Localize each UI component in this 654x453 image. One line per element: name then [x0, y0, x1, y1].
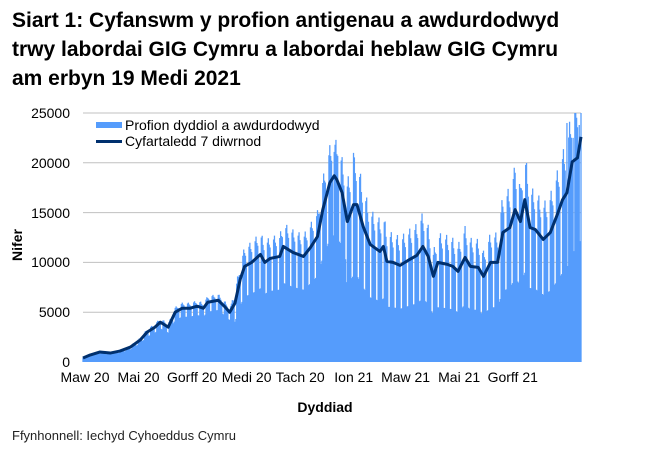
legend-item-seven-day-average: Cyfartaledd 7 diwrnod [96, 133, 320, 149]
bar-swatch-icon [96, 122, 122, 128]
y-tick-label: 0 [62, 354, 70, 370]
y-tick-label: 15000 [31, 204, 70, 221]
y-tick-label: 20000 [31, 154, 70, 171]
x-tick-label: Ion 21 [334, 369, 374, 385]
x-tick-label: Maw 20 [60, 369, 110, 385]
legend-label: Cyfartaledd 7 diwrnod [125, 133, 262, 149]
x-tick-label: Gorff 20 [166, 369, 218, 385]
x-tick-label: Mai 20 [117, 369, 160, 385]
chart-title-line-1: Siart 1: Cyfanswm y profion antigenau a … [12, 9, 560, 32]
y-axis-label: Nifer [9, 229, 25, 261]
y-tick-label: 25000 [31, 105, 70, 121]
source-note: Ffynhonnell: Iechyd Cyhoeddus Cymru [12, 428, 237, 443]
chart-title-line-3: am erbyn 19 Medi 2021 [12, 67, 241, 90]
chart-title-line-2: trwy labordai GIG Cymru a labordai hebla… [12, 38, 559, 61]
y-tick-label: 5000 [38, 304, 70, 321]
legend: Profion dyddiol a awdurdodwyd Cyfartaled… [96, 117, 320, 149]
x-tick-label: Mai 21 [438, 369, 481, 385]
x-tick-label: Gorff 21 [487, 369, 538, 385]
daily-tests-bars [82, 113, 582, 362]
y-tick-label: 10000 [31, 254, 70, 271]
x-tick-label: Medi 20 [221, 369, 272, 385]
legend-label: Profion dyddiol a awdurdodwyd [125, 117, 320, 133]
seven-day-average-line [82, 136, 583, 360]
chart-title: Siart 1: Cyfanswm y profion antigenau a … [12, 6, 652, 93]
x-tick-label: Maw 21 [381, 369, 431, 385]
x-axis-label: Dyddiad [297, 399, 353, 415]
legend-item-daily-tests: Profion dyddiol a awdurdodwyd [96, 117, 320, 133]
daily-bar-group [82, 113, 582, 362]
line-swatch-icon [96, 139, 122, 143]
x-tick-label: Tach 20 [275, 369, 325, 385]
